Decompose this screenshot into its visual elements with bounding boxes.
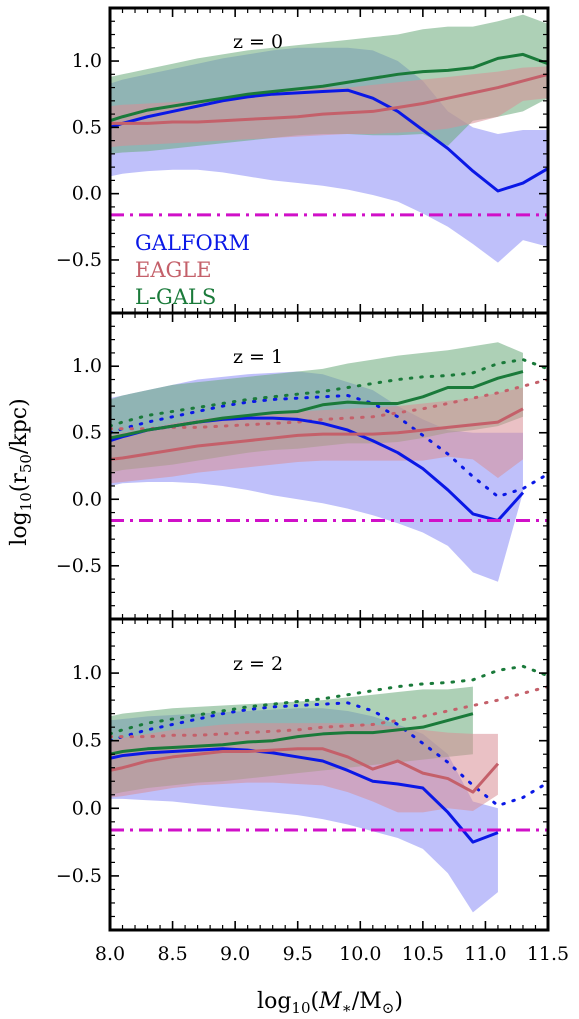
x-axis-label: log10(M∗/M⊙): [257, 989, 403, 1017]
l-gals-median-line: [110, 52, 548, 123]
x-tick-label: 8.0: [95, 943, 125, 965]
panel-frame: [108, 617, 550, 932]
eagle-median-line: [110, 407, 524, 461]
legend-entry-l-gals: L-GALS: [135, 285, 216, 309]
y-tick-label: −0.5: [56, 249, 102, 271]
y-tick-label: 1.0: [72, 662, 102, 684]
x-tick-label: 10.5: [402, 943, 444, 965]
plot-area: [110, 342, 548, 582]
plot-area: [110, 664, 548, 913]
x-tick-label: 8.5: [157, 943, 187, 965]
y-tick-label: 0.5: [72, 422, 102, 444]
legend-entry-galform: GALFORM: [135, 231, 250, 255]
y-tick-label: 0.0: [72, 488, 102, 510]
y-tick-label: 0.5: [72, 730, 102, 752]
y-tick-label: −0.5: [56, 555, 102, 577]
galform-median-line: [110, 747, 499, 844]
y-tick-label: 1.0: [72, 355, 102, 377]
y-tick-label: 0.0: [72, 183, 102, 205]
panel-1: −0.5 0.0 0.5 1.0 z = 1: [56, 311, 550, 621]
x-tick-label: 9.5: [283, 943, 313, 965]
galform-z0-reference-curve: [110, 701, 548, 808]
l-gals-median-line: [110, 712, 474, 756]
y-axis-label: log10(r50/kpc): [7, 398, 35, 545]
x-tick-label: 9.0: [220, 943, 250, 965]
redshift-label: z = 0: [233, 31, 283, 53]
panel-0: −0.5 0.0 0.5 1.0 z = 0 GALFORM EAGLE L-GALS: [56, 6, 550, 315]
l-gals-median-line: [110, 370, 524, 440]
galform-median-line: [110, 88, 548, 193]
redshift-label: z = 2: [233, 653, 283, 675]
eagle-median-line: [110, 747, 500, 794]
y-tick-label: 0.0: [72, 797, 102, 819]
eagle-spread-band: [110, 66, 548, 148]
plot-area: [110, 14, 548, 263]
l-gals-z0-reference-curve: [110, 664, 548, 736]
redshift-label: z = 1: [233, 346, 283, 368]
y-tick-label: −0.5: [56, 865, 102, 887]
y-tick-label: 0.5: [72, 116, 102, 138]
galform-z0-reference-curve: [110, 393, 548, 499]
legend-entry-eagle: EAGLE: [135, 258, 212, 282]
l-gals-z0-reference-curve: [110, 358, 548, 428]
eagle-z0-reference-curve: [110, 685, 548, 739]
x-tick-label: 10.0: [339, 943, 381, 965]
x-tick-label: 11.0: [464, 943, 506, 965]
eagle-median-line: [110, 72, 548, 125]
x-tick-label: 11.5: [527, 943, 569, 965]
y-tick-label: 1.0: [72, 50, 102, 72]
panel-2: −0.5 0.0 0.5 1.0 8.0 8.5 9.0 9.5 10.0 10.5 11.0 11.…: [56, 617, 569, 965]
